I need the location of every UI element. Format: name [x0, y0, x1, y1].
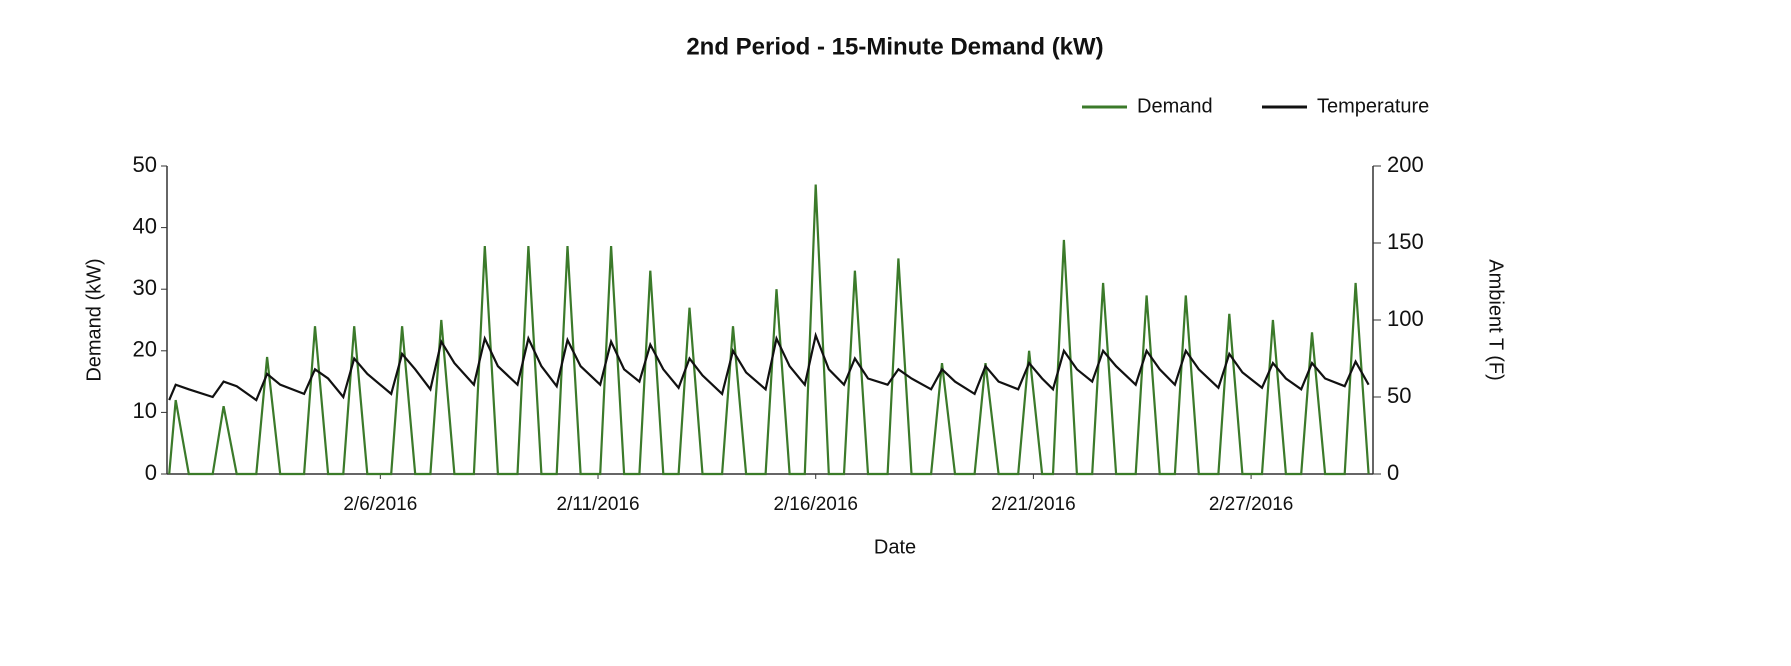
- y2-tick-label: 150: [1387, 229, 1424, 254]
- legend-label: Demand: [1137, 95, 1213, 117]
- series-line: [168, 184, 1370, 476]
- y2-axis-label: Ambient T (F): [1485, 259, 1507, 381]
- legend-label: Temperature: [1317, 95, 1429, 117]
- y-tick-label: 10: [133, 398, 157, 423]
- x-tick-label: 2/16/2016: [773, 494, 858, 515]
- x-tick-label: 2/27/2016: [1209, 494, 1294, 515]
- y-tick-label: 30: [133, 275, 157, 300]
- x-axis-label: Date: [874, 536, 916, 558]
- series-line: [168, 331, 1370, 402]
- y-axis-label: Demand (kW): [83, 258, 105, 381]
- x-tick-label: 2/11/2016: [556, 494, 639, 515]
- y-tick-label: 50: [133, 152, 157, 177]
- y2-tick-label: 100: [1387, 306, 1424, 331]
- y2-tick-label: 200: [1387, 152, 1424, 177]
- chart-title: 2nd Period - 15-Minute Demand (kW): [686, 33, 1103, 60]
- y-tick-label: 0: [145, 460, 157, 485]
- x-tick-label: 2/6/2016: [343, 494, 417, 515]
- x-tick-label: 2/21/2016: [991, 494, 1076, 515]
- y2-tick-label: 0: [1387, 460, 1399, 485]
- y2-tick-label: 50: [1387, 383, 1411, 408]
- y-tick-label: 40: [133, 213, 157, 238]
- y-tick-label: 20: [133, 337, 157, 362]
